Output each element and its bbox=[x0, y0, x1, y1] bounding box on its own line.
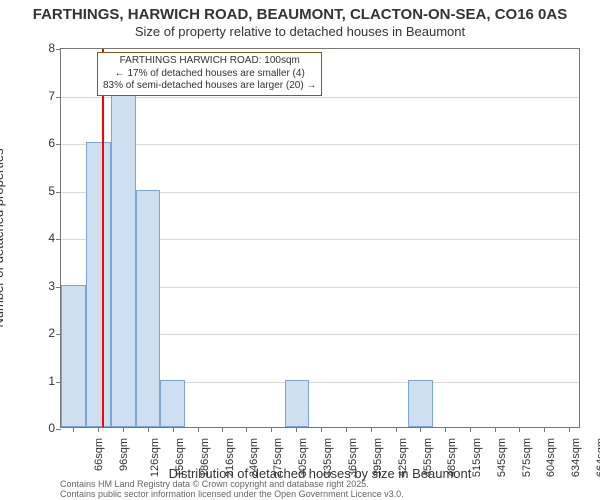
y-tick-label: 0 bbox=[48, 421, 55, 435]
y-tick-mark bbox=[56, 49, 61, 50]
x-tick-mark bbox=[495, 427, 496, 432]
x-tick-mark bbox=[470, 427, 471, 432]
chart-title: FARTHINGS, HARWICH ROAD, BEAUMONT, CLACT… bbox=[0, 6, 600, 23]
y-tick-mark bbox=[56, 192, 61, 193]
x-tick-mark bbox=[321, 427, 322, 432]
y-axis-label: Number of detached properties bbox=[0, 148, 6, 327]
y-tick-label: 8 bbox=[48, 41, 55, 55]
y-tick-label: 1 bbox=[48, 374, 55, 388]
x-tick-mark bbox=[420, 427, 421, 432]
footer-line-2: Contains public sector information licen… bbox=[60, 490, 404, 500]
footer-attribution: Contains HM Land Registry data © Crown c… bbox=[60, 480, 404, 500]
y-tick-label: 5 bbox=[48, 184, 55, 198]
x-tick-mark bbox=[445, 427, 446, 432]
histogram-bar bbox=[160, 380, 185, 428]
marker-line bbox=[102, 49, 104, 427]
x-tick-mark bbox=[222, 427, 223, 432]
x-tick-mark bbox=[173, 427, 174, 432]
y-tick-label: 3 bbox=[48, 279, 55, 293]
x-tick-mark bbox=[73, 427, 74, 432]
x-tick-label: 664sqm bbox=[595, 438, 600, 477]
x-tick-mark bbox=[296, 427, 297, 432]
y-tick-label: 6 bbox=[48, 136, 55, 150]
x-tick-mark bbox=[569, 427, 570, 432]
annotation-box: FARTHINGS HARWICH ROAD: 100sqm ← 17% of … bbox=[97, 52, 322, 96]
histogram-bar bbox=[111, 95, 136, 428]
x-tick-mark bbox=[148, 427, 149, 432]
y-tick-mark bbox=[56, 97, 61, 98]
y-tick-mark bbox=[56, 144, 61, 145]
gridline bbox=[61, 144, 579, 145]
y-tick-label: 7 bbox=[48, 89, 55, 103]
y-tick-label: 4 bbox=[48, 231, 55, 245]
x-tick-mark bbox=[271, 427, 272, 432]
histogram-bar bbox=[285, 380, 309, 428]
plot-area bbox=[60, 48, 580, 428]
histogram-bar bbox=[61, 285, 86, 428]
y-tick-mark bbox=[56, 429, 61, 430]
x-tick-mark bbox=[198, 427, 199, 432]
annotation-line-3: 83% of semi-detached houses are larger (… bbox=[103, 80, 316, 93]
x-tick-mark bbox=[346, 427, 347, 432]
x-tick-mark bbox=[396, 427, 397, 432]
annotation-line-2: ← 17% of detached houses are smaller (4) bbox=[103, 68, 316, 81]
gridline bbox=[61, 97, 579, 98]
histogram-bar bbox=[136, 190, 161, 428]
x-tick-mark bbox=[98, 427, 99, 432]
histogram-bar bbox=[86, 142, 111, 427]
chart-subtitle: Size of property relative to detached ho… bbox=[0, 24, 600, 39]
x-tick-mark bbox=[123, 427, 124, 432]
y-tick-mark bbox=[56, 239, 61, 240]
x-tick-mark bbox=[544, 427, 545, 432]
x-tick-mark bbox=[246, 427, 247, 432]
x-tick-mark bbox=[371, 427, 372, 432]
y-tick-label: 2 bbox=[48, 326, 55, 340]
x-tick-mark bbox=[519, 427, 520, 432]
annotation-line-1: FARTHINGS HARWICH ROAD: 100sqm bbox=[103, 55, 316, 68]
histogram-bar bbox=[408, 380, 433, 428]
